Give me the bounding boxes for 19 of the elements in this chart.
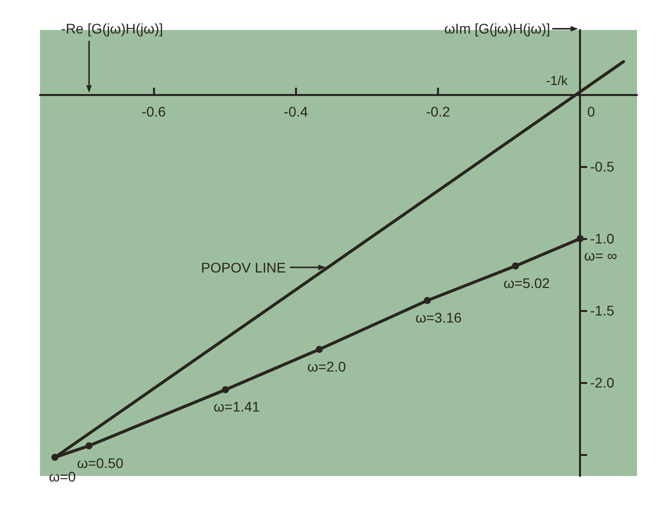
x-tick-label: -0.4 [284, 104, 308, 120]
x-tick-label: -0.6 [142, 104, 166, 120]
annotation: POPOV LINE [201, 259, 286, 276]
annotation: ω=0 [48, 468, 76, 484]
annotation: ω=1.41 [213, 398, 260, 415]
y-axis-title: ωIm [G(jω)H(jω)] [444, 20, 550, 37]
annotation: ω=3.16 [415, 309, 462, 326]
annotation: ω= ∞ [584, 248, 618, 264]
annotation: ω=0.50 [77, 454, 124, 471]
y-tick-label: -0.5 [590, 158, 614, 175]
y-tick-label: -1.0 [590, 230, 614, 247]
x-axis-title: -Re [G(jω)H(jω)] [61, 20, 164, 37]
annotation: ω=2.0 [307, 358, 346, 374]
annotation: -1/k [546, 73, 568, 88]
y-tick-label: -2.0 [590, 374, 614, 390]
x-tick-label: 0 [587, 104, 596, 120]
y-tick-label: -1.5 [590, 302, 614, 319]
x-tick-label: -0.2 [426, 104, 450, 120]
annotation: ω=5.02 [503, 274, 550, 291]
